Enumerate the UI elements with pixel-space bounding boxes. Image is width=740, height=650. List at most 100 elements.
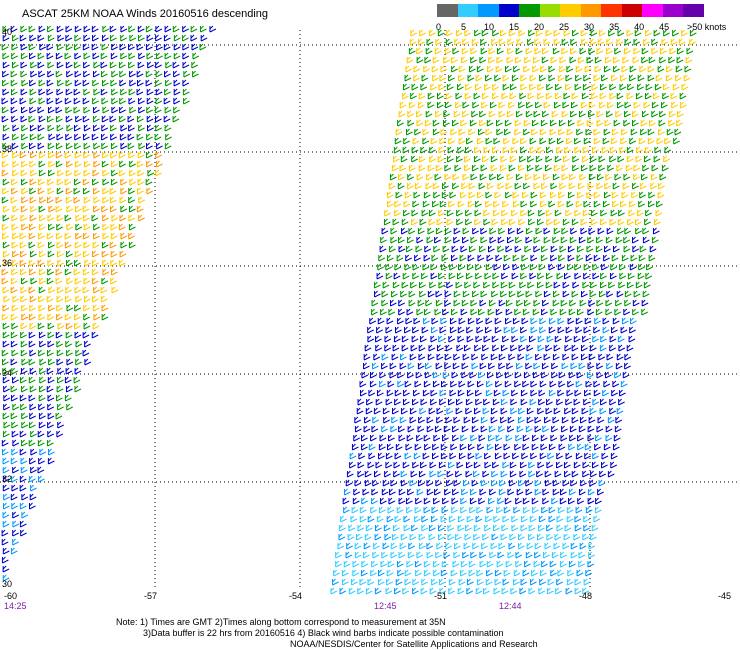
wind-barb	[12, 124, 20, 132]
wind-barb	[508, 164, 516, 172]
wind-barb	[488, 425, 496, 433]
wind-barb	[155, 70, 163, 78]
wind-barb	[468, 245, 476, 253]
wind-barb	[460, 506, 467, 514]
wind-barb	[406, 434, 414, 442]
wind-barb	[493, 389, 501, 397]
wind-barb	[408, 290, 416, 298]
wind-barb	[55, 160, 63, 168]
wind-barb	[508, 542, 516, 550]
wind-barb	[376, 326, 383, 334]
wind-barb	[583, 524, 590, 532]
wind-barb	[83, 151, 90, 159]
wind-barb	[637, 74, 645, 82]
wind-barb	[380, 497, 387, 505]
wind-barb	[545, 29, 553, 37]
wind-barb	[390, 236, 398, 244]
wind-barb	[111, 70, 118, 78]
wind-barb	[426, 416, 434, 424]
wind-barb	[1, 169, 9, 177]
wind-barb	[430, 272, 438, 280]
wind-barb	[425, 47, 433, 55]
wind-barb	[46, 43, 54, 51]
wind-barb	[38, 160, 46, 168]
wind-barb	[550, 119, 557, 127]
wind-barb	[440, 65, 448, 73]
wind-barb	[396, 254, 404, 262]
wind-barb	[533, 236, 541, 244]
wind-barb	[138, 196, 145, 204]
wind-barb	[82, 331, 90, 339]
wind-barb	[465, 272, 473, 280]
wind-barb	[10, 196, 18, 204]
wind-barb	[2, 457, 10, 465]
wind-barb	[571, 416, 579, 424]
wind-barb	[582, 533, 590, 541]
wind-barb	[1, 151, 9, 159]
wind-barb	[468, 560, 476, 568]
wind-barb	[556, 515, 564, 523]
wind-barb	[577, 191, 584, 199]
wind-barb	[512, 137, 520, 145]
wind-barb	[632, 308, 639, 316]
wind-barb	[503, 326, 511, 334]
wind-barb	[642, 236, 650, 244]
wind-barb	[575, 74, 582, 82]
wind-barb	[472, 227, 479, 235]
wind-barb	[654, 218, 661, 226]
wind-barb	[436, 218, 444, 226]
wind-barb	[407, 425, 415, 433]
wind-barb	[39, 367, 46, 375]
wind-barb	[83, 124, 91, 132]
wind-barb	[389, 173, 397, 181]
wind-barb	[590, 218, 598, 226]
wind-barb	[537, 461, 545, 469]
wind-barb	[475, 272, 482, 280]
wind-barb	[503, 263, 510, 271]
wind-barb	[406, 560, 414, 568]
wind-barb	[411, 398, 419, 406]
wind-barb	[550, 56, 558, 64]
wind-barb	[136, 133, 144, 141]
wind-barb	[442, 434, 449, 442]
wind-barb	[30, 61, 37, 69]
wind-barb	[594, 443, 601, 451]
wind-barb	[405, 317, 413, 325]
wind-barb	[629, 74, 636, 82]
wind-barb	[559, 56, 567, 64]
wind-barb	[91, 331, 99, 339]
wind-barb	[403, 524, 411, 532]
wind-barb	[64, 214, 72, 222]
wind-barb	[505, 191, 512, 199]
wind-barb	[444, 299, 452, 307]
wind-barb	[3, 493, 10, 501]
wind-barb	[48, 286, 56, 294]
wind-barb	[451, 254, 458, 262]
wind-barb	[66, 250, 73, 258]
wind-barb	[509, 155, 517, 163]
wind-barb	[522, 443, 530, 451]
wind-barb	[553, 407, 561, 415]
wind-barb	[38, 151, 46, 159]
wind-barb	[493, 137, 501, 145]
wind-barb	[488, 47, 496, 55]
wind-barb	[400, 290, 407, 298]
wind-barb	[56, 250, 64, 258]
wind-barb	[577, 119, 585, 127]
wind-barb	[102, 187, 109, 195]
wind-barb	[418, 344, 426, 352]
wind-barb	[102, 79, 109, 87]
wind-barb	[346, 542, 353, 550]
wind-barb	[127, 133, 135, 141]
wind-barb	[418, 353, 426, 361]
wind-barb	[474, 146, 481, 154]
wind-barb	[120, 52, 128, 60]
wind-barb	[74, 151, 82, 159]
wind-barb	[563, 155, 570, 163]
wind-barb	[462, 101, 470, 109]
wind-barb	[371, 488, 379, 496]
wind-barb	[526, 416, 534, 424]
wind-barb	[515, 497, 522, 505]
wind-barb	[681, 83, 689, 91]
wind-barb	[491, 38, 498, 46]
